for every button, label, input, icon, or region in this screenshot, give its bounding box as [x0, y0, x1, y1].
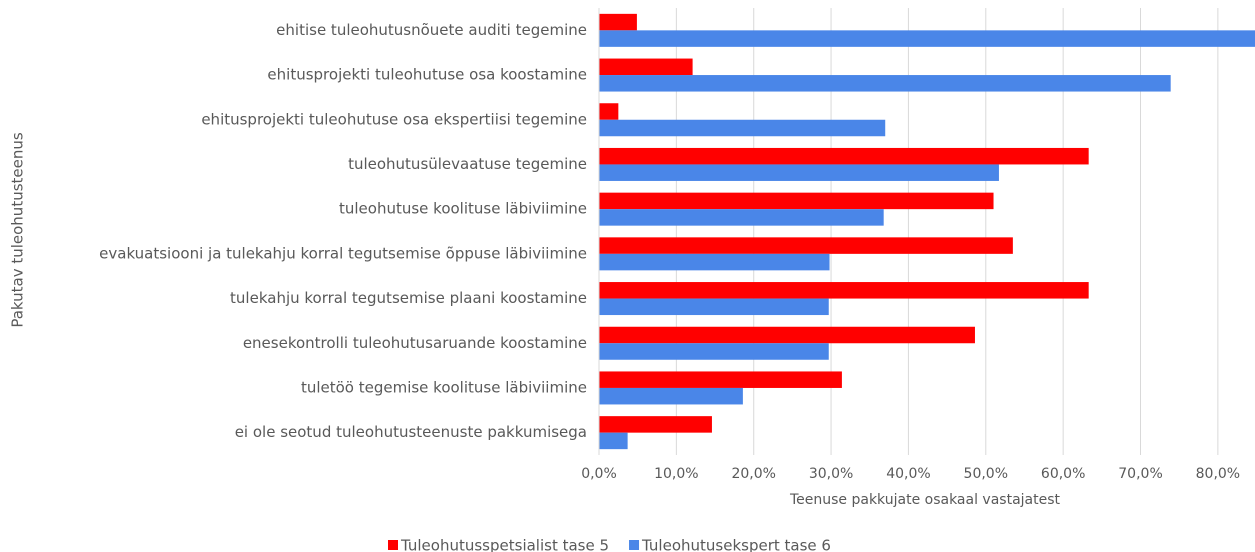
bar: [599, 164, 999, 181]
bar: [599, 326, 975, 344]
bar: [599, 253, 830, 271]
bar: [599, 13, 637, 31]
y-tick-label: ei ole seotud tuleohutusteenuste pakkumi…: [235, 423, 587, 441]
bar: [599, 147, 1089, 165]
x-tick-label: 60,0%: [1041, 466, 1085, 482]
bar: [599, 387, 743, 405]
y-tick-label: tuleohutusülevaatuse tegemine: [348, 155, 587, 173]
x-axis-title: Teenuse pakkujate osakaal vastajatest: [789, 492, 1061, 508]
x-tick-label: 0,0%: [581, 466, 617, 482]
bar: [599, 30, 1255, 47]
bar: [599, 282, 1089, 299]
bar: [599, 75, 1171, 92]
x-tick-label: 30,0%: [809, 466, 853, 482]
x-tick-label: 20,0%: [731, 466, 775, 482]
y-tick-label: tuletöö tegemise koolituse läbiviimine: [301, 378, 587, 396]
bar: [599, 192, 994, 210]
y-tick-label: enesekontrolli tuleohutusaruande koostam…: [243, 334, 587, 352]
bar: [599, 343, 829, 360]
x-tick-label: 70,0%: [1118, 466, 1162, 482]
y-tick-label: evakuatsiooni ja tulekahju korral teguts…: [99, 244, 587, 262]
x-tick-label: 40,0%: [886, 466, 930, 482]
legend-label: Tuleohutusekspert tase 6: [641, 537, 831, 552]
y-tick-label: ehitise tuleohutusnõuete auditi tegemine: [276, 21, 587, 39]
bar: [599, 58, 693, 76]
legend-swatch: [388, 540, 398, 550]
y-tick-label: ehitusprojekti tuleohutuse osa koostamin…: [267, 66, 587, 84]
x-tick-label: 10,0%: [654, 466, 698, 482]
y-tick-label: tuleohutuse koolituse läbiviimine: [339, 200, 587, 218]
y-tick-label: tulekahju korral tegutsemise plaani koos…: [230, 289, 587, 307]
bars: [599, 13, 1255, 450]
y-axis-title: Pakutav tuleohutusteenus: [9, 132, 27, 328]
x-tick-label: 50,0%: [964, 466, 1008, 482]
bar: [599, 237, 1013, 254]
x-tick-label: 80,0%: [1196, 466, 1240, 482]
bar: [599, 119, 886, 137]
bar: [599, 416, 712, 433]
y-tick-label: ehitusprojekti tuleohutuse osa ekspertii…: [201, 110, 587, 128]
legend-label: Tuleohutusspetsialist tase 5: [400, 537, 609, 552]
bar: [599, 298, 829, 316]
bar: [599, 209, 884, 226]
bar: [599, 371, 842, 388]
legend-swatch: [629, 540, 640, 550]
bar: [599, 103, 619, 120]
bar: [599, 432, 628, 450]
